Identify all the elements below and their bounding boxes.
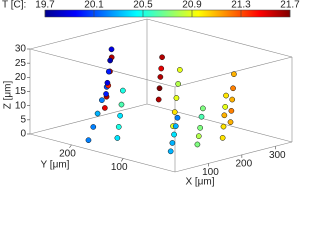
point xyxy=(90,124,97,130)
x-tick-label: 100 xyxy=(202,167,219,178)
y-tick-label: 200 xyxy=(59,148,76,159)
point xyxy=(167,148,174,155)
point xyxy=(94,110,101,117)
point xyxy=(115,124,122,130)
point xyxy=(103,91,109,97)
chart: T [C]: X [μm] Y [μm] Z [μm] 19.7 20.1 20.5… xyxy=(2,0,300,188)
z-tick-label: 5 xyxy=(20,114,26,125)
point xyxy=(200,105,206,112)
colorbar-label: T [C]: xyxy=(2,0,26,11)
box-edge xyxy=(29,133,176,173)
point xyxy=(228,107,235,114)
point xyxy=(220,123,227,130)
point xyxy=(85,137,92,144)
z-tick-label: 25 xyxy=(15,58,27,69)
colorbar-tick-label: 21.7 xyxy=(280,0,300,11)
colorbar-tick-label: 20.5 xyxy=(133,0,153,11)
box-edge xyxy=(146,103,293,143)
y-tick xyxy=(120,158,124,162)
box-edge xyxy=(174,141,293,173)
y-tick-label: 100 xyxy=(111,162,128,173)
point xyxy=(114,135,121,141)
box-edge xyxy=(29,103,148,135)
point xyxy=(227,119,234,125)
point xyxy=(156,85,163,92)
point xyxy=(117,112,123,119)
point xyxy=(219,135,226,141)
point xyxy=(176,67,183,73)
point xyxy=(157,74,164,80)
point xyxy=(158,65,165,72)
point xyxy=(118,101,125,108)
point xyxy=(99,97,105,104)
point xyxy=(197,124,204,131)
point xyxy=(104,79,111,86)
colorbar-tick-label: 20.1 xyxy=(84,0,104,11)
point xyxy=(231,71,237,78)
point xyxy=(230,85,236,92)
point xyxy=(229,96,236,103)
z-tick-label: 15 xyxy=(15,86,27,97)
point xyxy=(222,103,229,110)
point xyxy=(107,57,113,64)
point xyxy=(171,131,177,138)
x-tick-label: 300 xyxy=(269,150,286,161)
point xyxy=(102,105,108,111)
box-edge xyxy=(29,48,176,88)
z-tick-label: 30 xyxy=(15,44,27,55)
point xyxy=(221,112,228,119)
colorbar-tick-label: 20.9 xyxy=(182,0,202,11)
y-axis-label: Y [μm] xyxy=(41,160,70,171)
point xyxy=(108,46,115,53)
point xyxy=(175,81,181,87)
y-tick xyxy=(69,144,72,149)
colorbar-tick-label: 19.7 xyxy=(35,0,55,11)
point xyxy=(198,113,205,120)
colorbar xyxy=(44,9,291,18)
x-tick-label: 200 xyxy=(236,158,253,169)
z-tick-label: 10 xyxy=(15,100,27,111)
point xyxy=(155,96,162,103)
point xyxy=(194,141,201,148)
z-axis-label: Z [μm] xyxy=(3,81,14,110)
z-tick-label: 0 xyxy=(20,129,26,140)
point xyxy=(105,68,112,75)
point xyxy=(172,123,179,129)
point xyxy=(171,109,178,115)
point xyxy=(223,92,229,99)
point xyxy=(195,133,202,140)
point xyxy=(120,87,126,94)
box-edge xyxy=(146,18,293,58)
point xyxy=(159,54,165,61)
colorbar-tick-label: 21.3 xyxy=(231,0,251,11)
z-tick-label: 20 xyxy=(15,72,27,83)
box-edge xyxy=(29,18,148,50)
x-axis-label: X [μm] xyxy=(185,177,214,188)
point xyxy=(174,114,181,121)
point xyxy=(173,95,180,101)
point xyxy=(169,140,176,146)
